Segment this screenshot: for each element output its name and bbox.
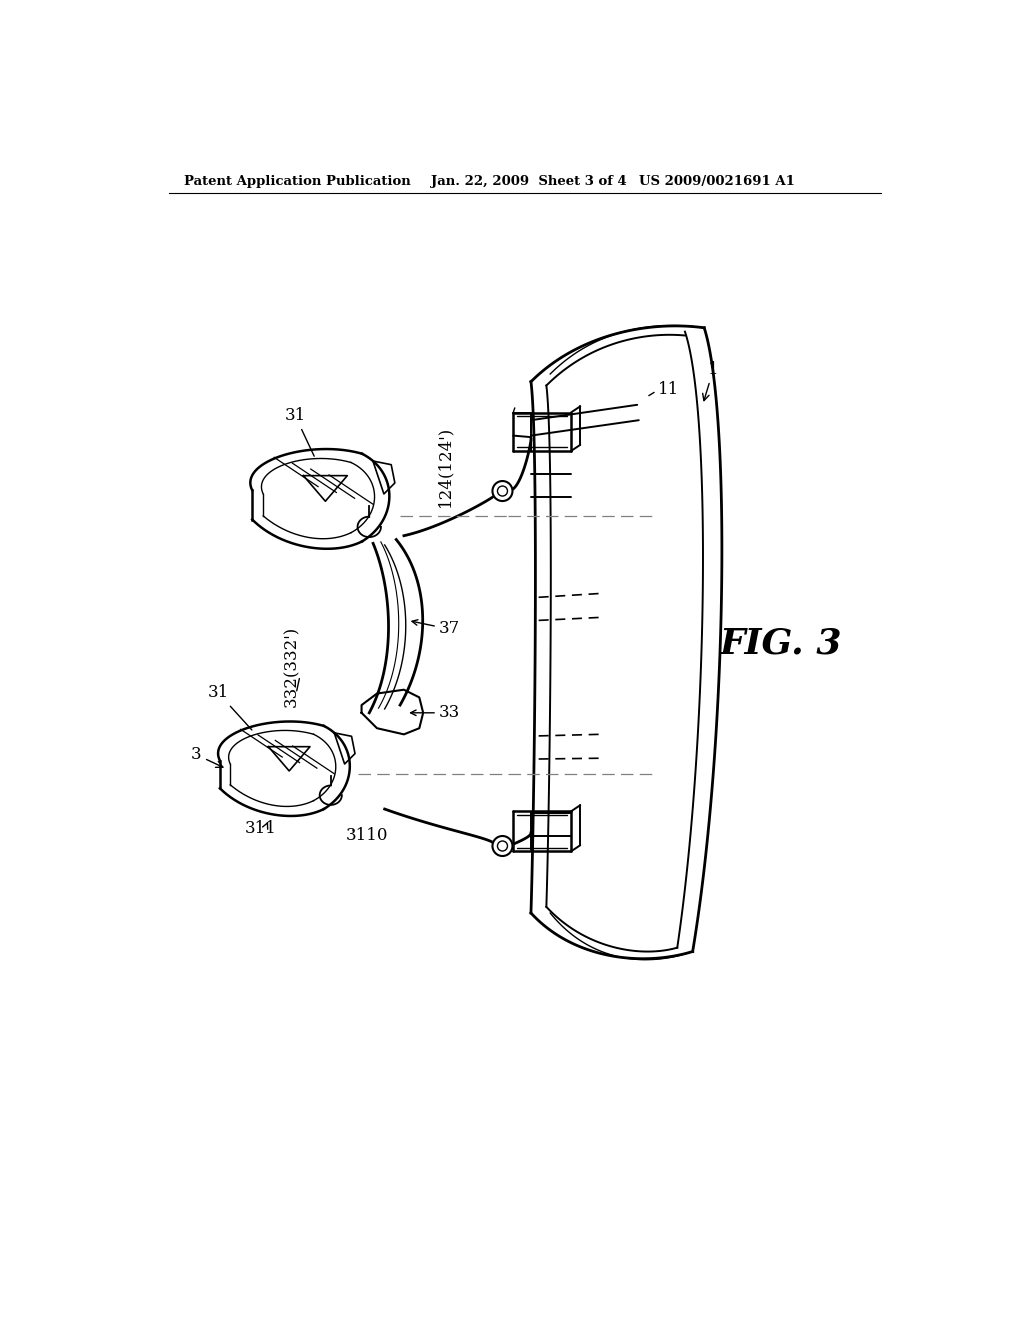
Text: 3: 3	[190, 746, 223, 767]
Text: 311: 311	[245, 820, 276, 837]
Circle shape	[493, 480, 512, 502]
Text: 11: 11	[658, 381, 679, 397]
Text: 3110: 3110	[346, 828, 389, 845]
Text: FIG. 3: FIG. 3	[720, 627, 843, 660]
Text: 1: 1	[702, 360, 719, 401]
Text: 37: 37	[438, 619, 460, 636]
Text: Patent Application Publication: Patent Application Publication	[184, 176, 412, 187]
Text: US 2009/0021691 A1: US 2009/0021691 A1	[639, 176, 795, 187]
Text: 31: 31	[285, 407, 314, 457]
Text: Jan. 22, 2009  Sheet 3 of 4: Jan. 22, 2009 Sheet 3 of 4	[431, 176, 627, 187]
Circle shape	[493, 836, 512, 857]
Text: 33: 33	[438, 705, 460, 721]
Text: 124(124'): 124(124')	[436, 426, 454, 507]
Text: 332(332'): 332(332')	[283, 626, 300, 708]
Text: 31: 31	[208, 684, 252, 730]
